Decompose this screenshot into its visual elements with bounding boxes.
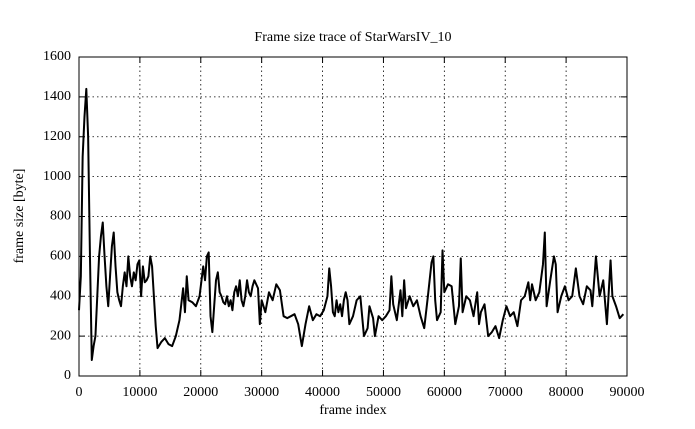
y-tick-label: 800 (50, 209, 71, 224)
y-tick-label: 1000 (43, 169, 71, 184)
x-tick-label: 70000 (488, 385, 523, 400)
chart-title: Frame size trace of StarWarsIV_10 (254, 30, 451, 45)
y-tick-label: 1400 (43, 89, 71, 104)
x-tick-label: 0 (76, 385, 83, 400)
data-line (78, 87, 625, 362)
x-axis-label: frame index (319, 403, 386, 418)
x-tick-label: 40000 (305, 385, 340, 400)
x-tick-label: 90000 (610, 385, 645, 400)
x-tick-label: 30000 (244, 385, 279, 400)
y-tick-label: 1200 (43, 129, 71, 144)
x-tick-label: 60000 (427, 385, 462, 400)
y-tick-label: 1600 (43, 49, 71, 64)
x-tick-label: 50000 (366, 385, 401, 400)
plot-frame (78, 56, 628, 377)
x-tick-label: 80000 (549, 385, 584, 400)
x-tick-label: 10000 (122, 385, 157, 400)
y-tick-label: 200 (50, 328, 71, 343)
y-tick-label: 600 (50, 249, 71, 264)
x-tick-label: 20000 (183, 385, 218, 400)
y-axis-label: frame size [byte] (12, 169, 27, 264)
y-tick-label: 400 (50, 288, 71, 303)
y-tick-label: 0 (64, 368, 71, 383)
